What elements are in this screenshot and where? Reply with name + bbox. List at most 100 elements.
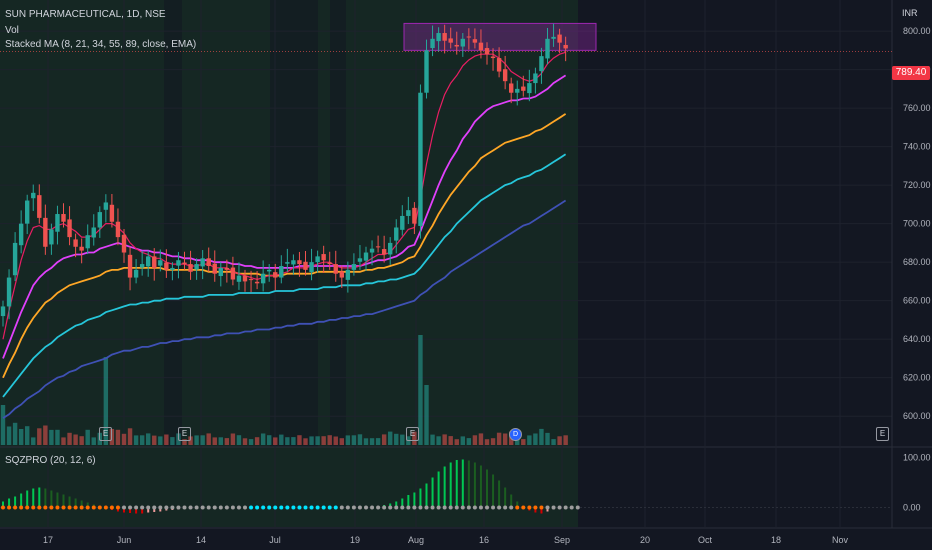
candle <box>170 268 174 270</box>
volume-bar <box>146 433 150 445</box>
squeeze-dot <box>400 506 404 510</box>
squeeze-dot <box>62 506 66 510</box>
candle <box>231 268 235 280</box>
squeeze-dot <box>328 506 332 510</box>
volume-bar <box>551 439 555 445</box>
volume-bar <box>207 433 211 445</box>
candle <box>273 272 277 277</box>
candle <box>200 258 204 266</box>
x-tick-label: Jun <box>117 535 132 545</box>
volume-bar <box>261 434 265 446</box>
volume-bar <box>334 437 338 446</box>
squeeze-dot <box>352 506 356 510</box>
squeeze-dot <box>195 506 199 510</box>
oscillator-bar <box>419 489 421 508</box>
y-tick-label: 600.00 <box>903 411 931 421</box>
volume-bar <box>7 427 11 446</box>
x-tick-label: Nov <box>832 535 849 545</box>
squeeze-dot <box>297 506 301 510</box>
volume-bar <box>267 435 271 445</box>
volume-bar <box>200 435 204 445</box>
squeeze-dot <box>503 506 507 510</box>
candle <box>140 264 144 267</box>
y-tick-label: 660.00 <box>903 296 931 306</box>
earnings-marker[interactable]: E <box>99 427 112 441</box>
squeeze-dot <box>116 506 120 510</box>
candle <box>98 212 102 227</box>
squeeze-dot <box>7 506 11 510</box>
x-tick-label: 14 <box>196 535 206 545</box>
candle <box>352 264 356 270</box>
x-tick-label: Sep <box>554 535 570 545</box>
squeeze-dot <box>467 506 471 510</box>
candle <box>13 243 17 275</box>
x-tick-label: 20 <box>640 535 650 545</box>
candle <box>279 266 283 278</box>
volume-bar <box>449 436 453 445</box>
volume-bar <box>116 430 120 445</box>
squeeze-dot <box>304 506 308 510</box>
volume-bar <box>122 434 126 445</box>
squeeze-dot <box>376 506 380 510</box>
volume-bar <box>170 437 174 445</box>
squeeze-dot <box>267 506 271 510</box>
candle <box>388 243 392 255</box>
candle <box>207 258 211 266</box>
candle <box>315 256 319 262</box>
squeeze-dot <box>388 506 392 510</box>
oscillator-bar <box>20 494 22 508</box>
candle <box>376 246 380 247</box>
squeeze-dot <box>461 506 465 510</box>
squeeze-dot <box>176 506 180 510</box>
squeeze-dot <box>316 506 320 510</box>
squeeze-dot <box>279 506 283 510</box>
squeeze-dot <box>49 506 53 510</box>
squeeze-dot <box>539 506 543 510</box>
candle <box>194 264 198 269</box>
volume-bar <box>19 429 23 445</box>
volume-bar <box>533 434 537 446</box>
volume-bar <box>400 435 404 445</box>
squeeze-dot <box>207 506 211 510</box>
squeeze-dot <box>425 506 429 510</box>
candle <box>557 35 561 43</box>
candle <box>533 73 537 83</box>
squeeze-dot <box>546 506 550 510</box>
oscillator-tick-label: 100.00 <box>903 453 931 463</box>
volume-bar <box>255 437 259 445</box>
squeeze-dot <box>74 506 78 510</box>
dividend-marker[interactable]: D <box>509 428 522 441</box>
candle <box>321 254 325 260</box>
oscillator-bar <box>468 461 470 508</box>
candle <box>485 48 489 54</box>
volume-bar <box>303 438 307 445</box>
squeeze-dot <box>243 506 247 510</box>
volume-bar <box>557 436 561 445</box>
oscillator-bar <box>486 470 488 508</box>
squeeze-dot <box>437 506 441 510</box>
volume-bar <box>43 426 47 446</box>
candle <box>110 205 114 222</box>
squeeze-dot <box>322 506 326 510</box>
candle <box>297 260 301 264</box>
volume-bar <box>503 434 507 446</box>
ma-legend: Stacked MA (8, 21, 34, 55, 89, close, EM… <box>5 39 196 50</box>
oscillator-bar <box>492 475 494 508</box>
squeeze-dot <box>291 506 295 510</box>
volume-bar <box>225 438 229 445</box>
y-tick-label: 700.00 <box>903 219 931 229</box>
earnings-marker[interactable]: E <box>406 427 419 441</box>
volume-bar <box>467 438 471 445</box>
volume-bar <box>485 439 489 445</box>
earnings-marker[interactable]: E <box>876 427 889 441</box>
squeeze-dot <box>406 506 410 510</box>
candle <box>92 228 96 238</box>
volume-bar <box>55 430 59 445</box>
candle <box>79 247 83 251</box>
volume-bar <box>309 436 313 445</box>
candle <box>261 274 265 284</box>
squeeze-dot <box>68 506 72 510</box>
earnings-marker[interactable]: E <box>178 427 191 441</box>
squeeze-dot <box>19 506 23 510</box>
